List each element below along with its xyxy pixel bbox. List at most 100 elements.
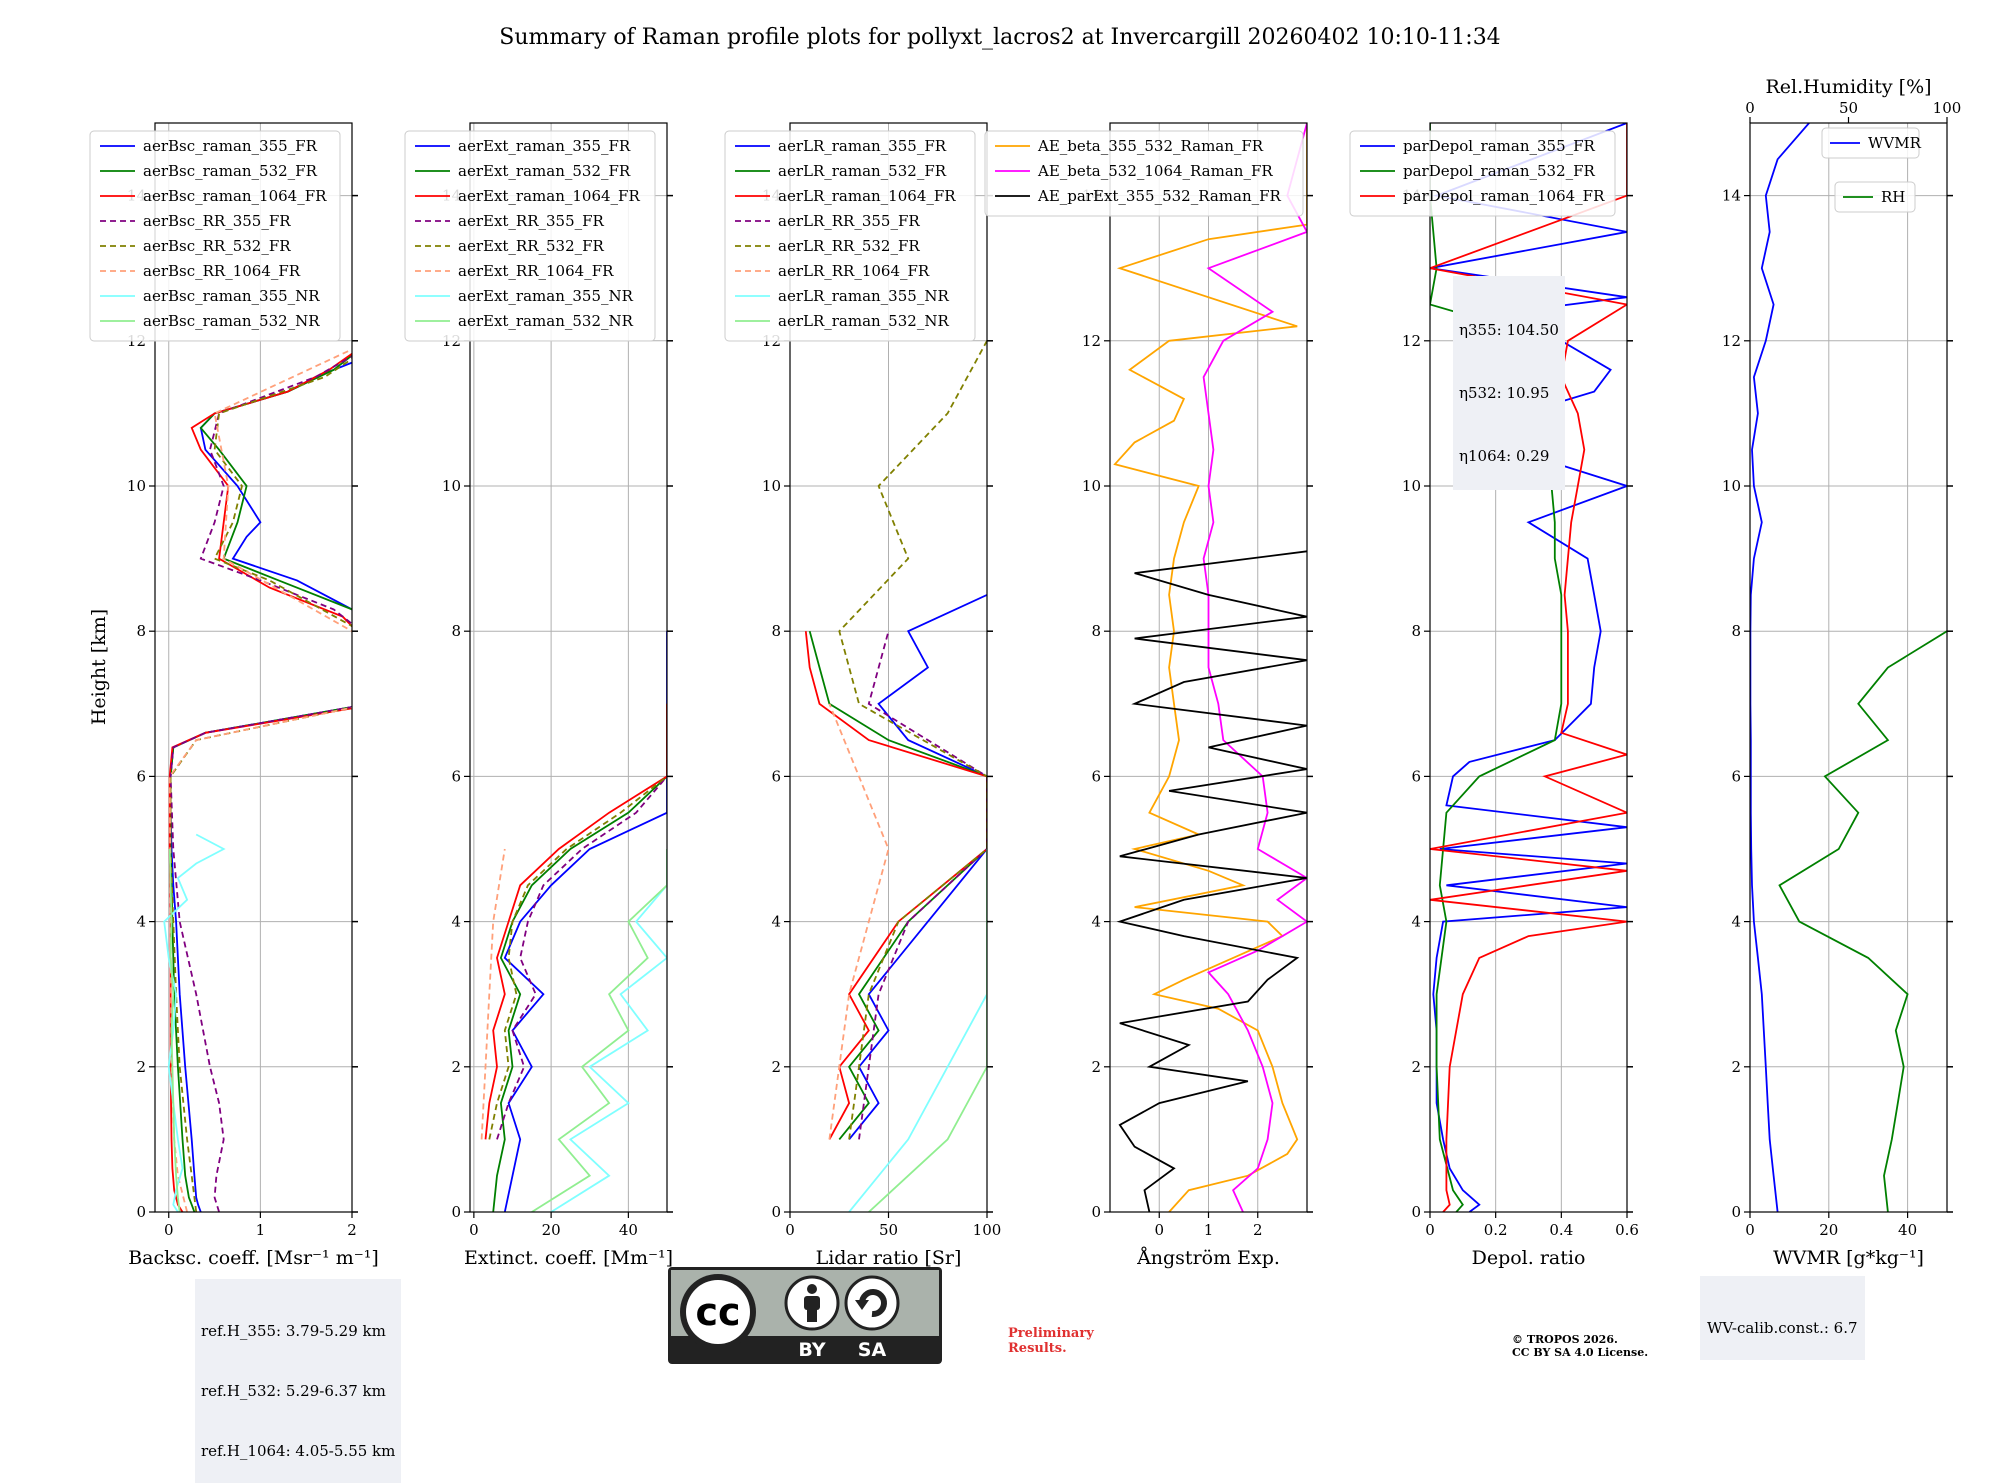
- legend-label: aerExt_raman_532_FR: [458, 162, 631, 180]
- legend-label: aerLR_RR_355_FR: [778, 212, 920, 230]
- series-line-aerBsc_RR_355_FR: [169, 355, 352, 1212]
- legend-label: aerLR_raman_532_NR: [778, 312, 949, 330]
- legend-label: aerBsc_RR_532_FR: [143, 237, 291, 255]
- cc-letters: cc: [695, 1290, 740, 1334]
- figure: Summary of Raman profile plots for polly…: [88, 25, 1962, 1269]
- legend-label: aerBsc_raman_532_FR: [143, 162, 318, 180]
- x-tick-label: 100: [973, 1221, 1002, 1239]
- y-tick-label: 6: [771, 767, 781, 785]
- preliminary-line-1: Preliminary: [1008, 1326, 1094, 1341]
- y-tick-label: 10: [1082, 477, 1101, 495]
- x-tick-label: 0: [1745, 1221, 1755, 1239]
- x-tick-label: 1: [256, 1221, 266, 1239]
- series-line-aerLR_raman_532_NR: [868, 849, 987, 1212]
- y-tick-label: 8: [136, 622, 146, 640]
- series-line-aerExt_raman_532_FR: [492, 703, 667, 1212]
- ref-h-1064: ref.H_1064: 4.05-5.55 km: [201, 1442, 396, 1460]
- series-line-aerBsc_raman_532_NR: [168, 848, 181, 1212]
- series-line-AE_beta_532_1064_Raman_FR: [1202, 123, 1307, 1212]
- y-tick-label: 0: [1411, 1203, 1421, 1221]
- x-tick-label: 0.2: [1484, 1221, 1508, 1239]
- sa-label: SA: [858, 1339, 887, 1361]
- x-tick-label: 20: [542, 1221, 561, 1239]
- series-line-AE_parExt_355_532_Raman_FR: [1116, 550, 1307, 1212]
- legend-label: aerExt_RR_532_FR: [458, 237, 605, 255]
- y-tick-label: 0: [136, 1203, 146, 1221]
- y-tick-label: 8: [1091, 622, 1101, 640]
- legend-label: aerLR_raman_1064_FR: [778, 187, 956, 205]
- series-line-aerLR_RR_1064_FR: [828, 703, 890, 1140]
- y-tick-label: 8: [451, 622, 461, 640]
- cc-circle-inner: [686, 1280, 750, 1344]
- y-tick-label: 10: [442, 477, 461, 495]
- legend-label: WVMR: [1868, 134, 1922, 152]
- y-tick-label: 4: [1091, 913, 1101, 931]
- y-tick-label: 2: [451, 1058, 461, 1076]
- x-tick-label: 40: [1898, 1221, 1917, 1239]
- legend-label: AE_beta_355_532_Raman_FR: [1037, 137, 1264, 155]
- legend-label: aerLR_raman_355_FR: [778, 137, 947, 155]
- legend-label: aerExt_raman_1064_FR: [458, 187, 640, 205]
- y-tick-label: 6: [451, 767, 461, 785]
- x-tick-label: 0.6: [1615, 1221, 1639, 1239]
- by-icon-body: [804, 1296, 820, 1310]
- y-tick-label: 10: [1402, 477, 1421, 495]
- legend-box: [404, 130, 656, 342]
- y-tick-label: 0: [1731, 1203, 1741, 1221]
- top-x-tick-label: 100: [1933, 99, 1962, 117]
- series-group-ext: [480, 631, 667, 1212]
- x-axis-label-ae: Ångström Exp.: [1136, 1247, 1280, 1269]
- y-tick-label: 4: [136, 913, 146, 931]
- by-icon-head: [807, 1284, 817, 1294]
- ref-h-532: ref.H_532: 5.29-6.37 km: [201, 1382, 386, 1400]
- series-line-aerBsc_RR_1064_FR: [168, 348, 352, 1212]
- legend-label: aerLR_RR_1064_FR: [778, 262, 930, 280]
- legend-depol: parDepol_raman_355_FR parDepol_raman_532_…: [1349, 130, 1616, 217]
- y-tick-label: 2: [136, 1058, 146, 1076]
- ref-h-355: ref.H_355: 3.79-5.29 km: [201, 1322, 386, 1340]
- legend-box: [1834, 181, 1916, 213]
- legend-label: aerLR_raman_532_FR: [778, 162, 947, 180]
- series-line-aerExt_raman_1064_FR: [484, 703, 667, 1140]
- y-tick-label: 0: [451, 1203, 461, 1221]
- legend-label: aerExt_RR_355_FR: [458, 212, 605, 230]
- x-axis-label-bsc: Backsc. coeff. [Msr⁻¹ m⁻¹]: [128, 1247, 379, 1269]
- legend-label: aerBsc_RR_355_FR: [143, 212, 291, 230]
- legend-box: [724, 130, 976, 342]
- x-axis-label-lr: Lidar ratio [Sr]: [816, 1247, 962, 1269]
- sa-icon-arrowhead: [855, 1300, 869, 1310]
- legend-label: aerBsc_raman_355_NR: [143, 287, 320, 305]
- axes-frame-wv: [1749, 122, 1948, 1213]
- ref-height-box: ref.H_355: 3.79-5.29 km ref.H_532: 5.29-…: [195, 1279, 402, 1483]
- y-tick-label: 6: [136, 767, 146, 785]
- series-line-aerExt_raman_355_NR: [550, 849, 667, 1212]
- y-tick-label: 12: [1402, 332, 1421, 350]
- by-label: BY: [798, 1339, 825, 1361]
- y-tick-label: 4: [451, 913, 461, 931]
- sa-icon-arrow: [859, 1289, 887, 1318]
- y-tick-label: 2: [771, 1058, 781, 1076]
- series-line-WVMR: [1750, 123, 1810, 1212]
- x-axis-label-depol: Depol. ratio: [1472, 1247, 1586, 1269]
- legend-label: aerBsc_raman_532_NR: [143, 312, 320, 330]
- legend-box: [1349, 130, 1616, 217]
- y-tick-label: 4: [1411, 913, 1421, 931]
- y-tick-label: 0: [771, 1203, 781, 1221]
- legend-bsc: aerBsc_raman_355_FR aerBsc_raman_532_FRae…: [89, 130, 341, 342]
- y-tick-label: 2: [1731, 1058, 1741, 1076]
- eta-1064: η1064: 0.29: [1459, 447, 1550, 465]
- series-group-wv: [1750, 123, 1947, 1212]
- x-tick-label: 0: [785, 1221, 795, 1239]
- series-line-aerBsc_RR_532_FR: [169, 357, 352, 1212]
- legend-label: aerExt_raman_532_NR: [458, 312, 634, 330]
- copyright-line-2: CC BY SA 4.0 License.: [1512, 1346, 1649, 1359]
- series-group-ae: [1113, 123, 1307, 1212]
- sa-icon: [844, 1275, 900, 1331]
- top-x-tick-label: 50: [1839, 99, 1858, 117]
- legend-wv-WVMR: WVMR: [1821, 127, 1922, 159]
- legend-label: aerBsc_raman_1064_FR: [143, 187, 327, 205]
- series-line-aerLR_raman_355_NR: [848, 849, 987, 1212]
- series-line-aerBsc_raman_355_NR: [163, 833, 226, 1212]
- legend-label: aerExt_RR_1064_FR: [458, 262, 614, 280]
- x-tick-label: 2: [1253, 1221, 1263, 1239]
